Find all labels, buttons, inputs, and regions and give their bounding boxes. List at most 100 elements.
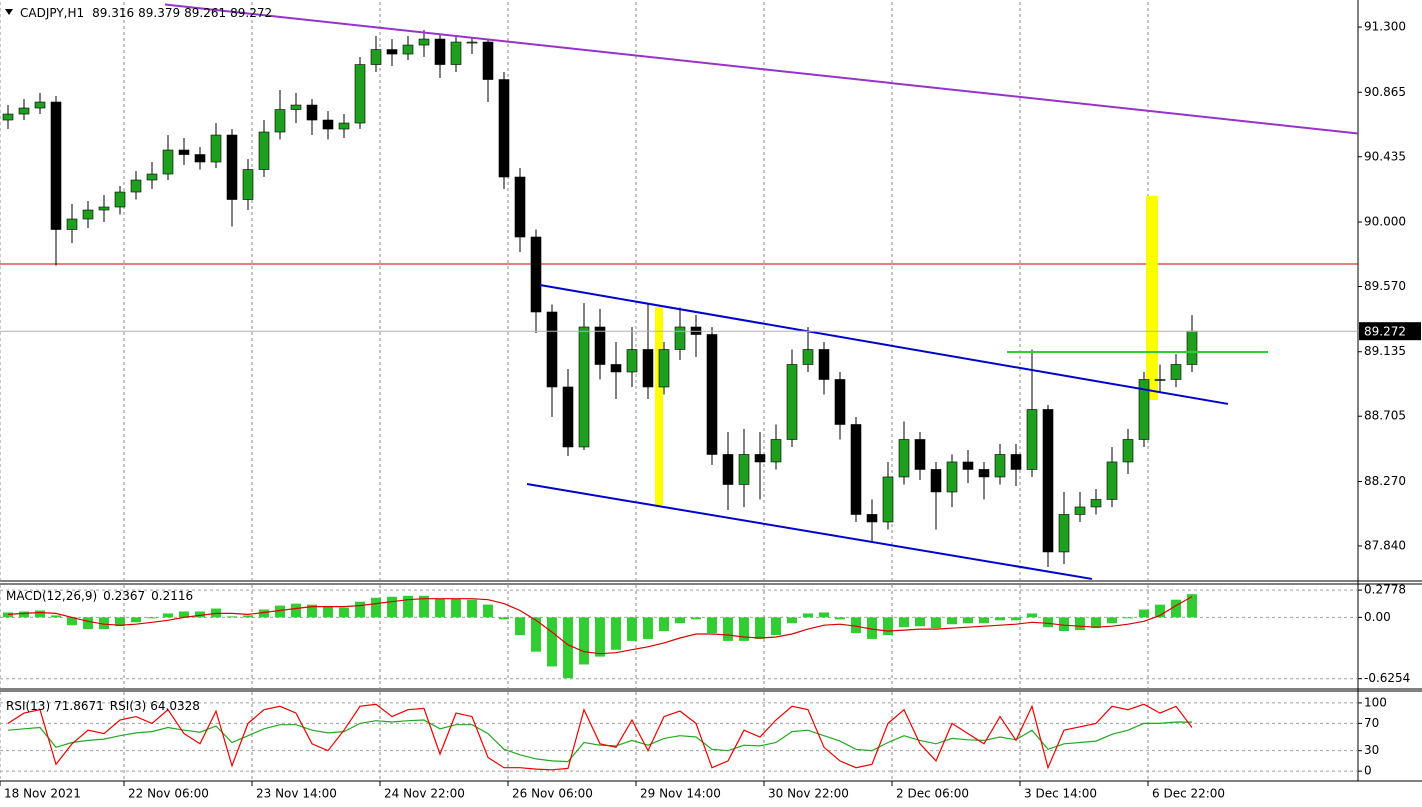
candle-body	[18, 107, 30, 115]
candle-body	[370, 49, 382, 65]
candle-body	[962, 461, 974, 470]
candle-body	[642, 349, 654, 388]
histogram-bar	[1107, 617, 1117, 624]
histogram-bar	[19, 611, 29, 618]
candle-body	[82, 209, 94, 220]
histogram-bar	[675, 617, 685, 624]
histogram-bar	[931, 617, 941, 629]
histogram-bar	[1059, 617, 1069, 632]
candle-body	[482, 41, 494, 80]
candle-body	[770, 439, 782, 463]
histogram-bar	[1043, 617, 1053, 628]
candle-body	[1090, 499, 1102, 508]
candle-body	[594, 326, 606, 365]
histogram-bar	[195, 611, 205, 618]
histogram-bar	[1139, 609, 1149, 618]
candle-body	[802, 349, 814, 365]
histogram-bar	[883, 617, 893, 636]
x-tick-label: 23 Nov 14:00	[256, 787, 337, 801]
y-tick-label: 0.00	[1364, 610, 1391, 624]
candle-body	[242, 169, 254, 200]
candle-body	[1042, 409, 1054, 553]
last-price-label: 89.272	[1364, 325, 1406, 339]
histogram-bar	[899, 617, 909, 628]
histogram-bar	[291, 603, 301, 618]
histogram-bar	[339, 607, 349, 618]
candle-body	[178, 149, 190, 155]
histogram-bar	[67, 617, 77, 626]
symbol: CADJPY,H1	[20, 6, 84, 20]
histogram-bar	[835, 617, 845, 620]
histogram-bar	[483, 604, 493, 618]
candle-body	[1122, 439, 1134, 463]
histogram-bar	[547, 617, 557, 667]
candle-body	[322, 119, 334, 130]
candle-body	[946, 461, 958, 493]
candle-body	[402, 44, 414, 55]
candle-body	[290, 104, 302, 110]
histogram-bar	[803, 613, 813, 618]
candle-body	[786, 364, 798, 440]
candle-body	[1058, 514, 1070, 553]
x-tick-label: 3 Dec 14:00	[1024, 787, 1097, 801]
menu-arrow	[5, 9, 13, 15]
x-tick-label: 2 Dec 06:00	[896, 787, 969, 801]
candle-body	[658, 349, 670, 388]
last-price-box	[1359, 322, 1421, 341]
x-tick-label: 26 Nov 06:00	[512, 787, 593, 801]
indicator-line	[7, 703, 1193, 771]
histogram-bar	[963, 617, 973, 624]
histogram-bar	[1075, 617, 1085, 631]
indicator-name: RSI(3)	[110, 699, 147, 713]
histogram-bar	[1155, 604, 1165, 618]
candle-body	[674, 326, 686, 350]
y-tick-label: 90.000	[1364, 215, 1406, 229]
candle-body	[706, 334, 718, 455]
indicator-name: MACD(12,26,9)	[6, 589, 97, 603]
x-tick-label: 30 Nov 22:00	[768, 787, 849, 801]
histogram-bar	[307, 604, 317, 618]
histogram-bar	[451, 598, 461, 618]
header-price: 89.379	[138, 6, 180, 20]
y-tick-label: 30	[1364, 743, 1379, 757]
candle-body	[978, 469, 990, 478]
y-tick-label: 87.840	[1364, 538, 1406, 552]
histogram-bar	[627, 617, 637, 641]
histogram-bar	[755, 617, 765, 639]
indicator-line	[7, 719, 1193, 763]
indicator-value: 0.2367	[103, 589, 145, 603]
y-tick-label: 100	[1364, 695, 1387, 709]
header-price: 89.316	[92, 6, 134, 20]
histogram-bar	[355, 601, 365, 618]
histogram-bar	[819, 612, 829, 618]
candle-body	[434, 38, 446, 65]
y-tick-label: 90.435	[1364, 149, 1406, 163]
candle-body	[98, 206, 110, 211]
candle-body	[1106, 461, 1118, 500]
candle-body	[306, 104, 318, 121]
histogram-bar	[1187, 594, 1197, 618]
histogram-bar	[659, 617, 669, 632]
histogram-bar	[691, 617, 701, 620]
histogram-bar	[1123, 617, 1133, 619]
candle-body	[994, 454, 1006, 478]
histogram-bar	[739, 617, 749, 641]
candle-body	[754, 454, 766, 463]
trend-line	[526, 483, 1093, 580]
y-tick-label: 89.135	[1364, 344, 1406, 358]
histogram-bar	[579, 617, 589, 665]
histogram-bar	[499, 617, 509, 620]
histogram-bar	[995, 617, 1005, 621]
histogram-bar	[867, 617, 877, 639]
candle-body	[818, 349, 830, 380]
histogram-bar	[1171, 599, 1181, 618]
candle-body	[1186, 330, 1198, 365]
candle-body	[562, 386, 574, 448]
histogram-bar	[915, 617, 925, 627]
candle-body	[738, 454, 750, 485]
candle-body	[1074, 506, 1086, 515]
x-tick-label: 24 Nov 22:00	[384, 787, 465, 801]
histogram-bar	[595, 617, 605, 657]
x-tick-label: 6 Dec 22:00	[1152, 787, 1225, 801]
histogram-bar	[435, 598, 445, 618]
